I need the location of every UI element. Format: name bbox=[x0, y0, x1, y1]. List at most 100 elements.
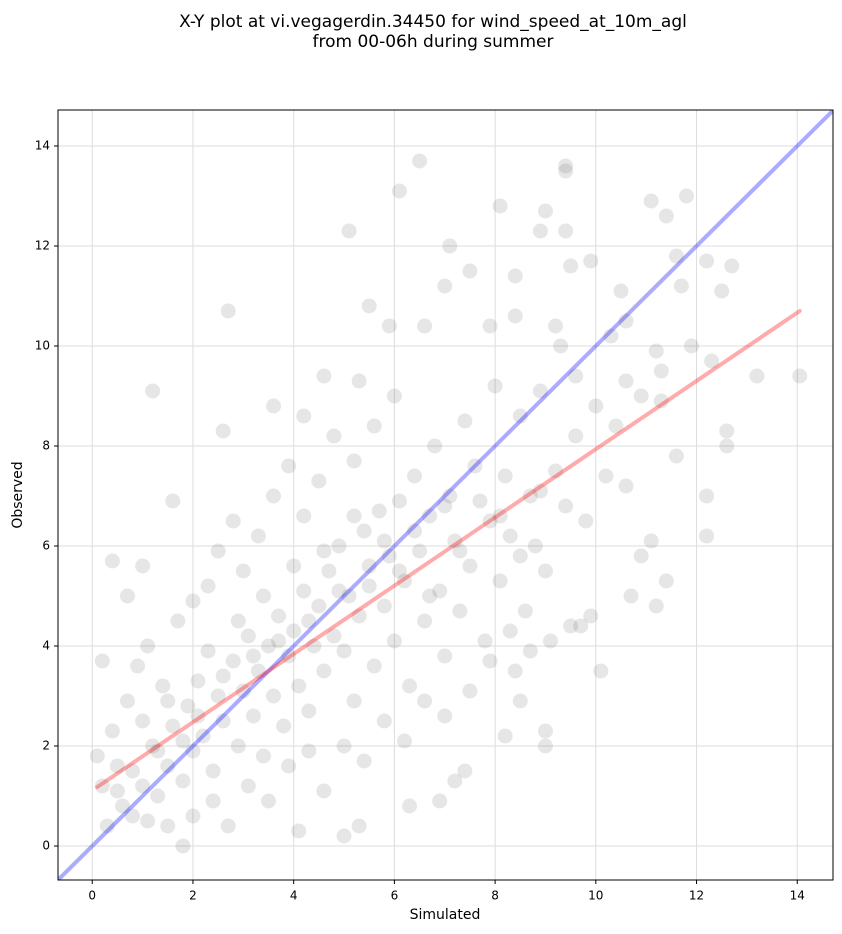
point bbox=[291, 823, 307, 839]
point bbox=[749, 368, 765, 384]
point bbox=[361, 578, 377, 594]
point bbox=[437, 278, 453, 294]
x-tick-label: 0 bbox=[88, 889, 96, 903]
point bbox=[432, 793, 448, 809]
point bbox=[316, 543, 332, 559]
point bbox=[99, 818, 115, 834]
fit-lines bbox=[58, 110, 833, 880]
point bbox=[512, 408, 528, 424]
point bbox=[724, 258, 740, 274]
point bbox=[502, 623, 518, 639]
point bbox=[296, 408, 312, 424]
point bbox=[266, 398, 282, 414]
point bbox=[255, 748, 271, 764]
point bbox=[160, 818, 176, 834]
point bbox=[537, 723, 553, 739]
point bbox=[316, 783, 332, 799]
point bbox=[699, 488, 715, 504]
point bbox=[487, 378, 503, 394]
point bbox=[341, 588, 357, 604]
point bbox=[683, 338, 699, 354]
point bbox=[391, 183, 407, 199]
point bbox=[507, 663, 523, 679]
point bbox=[271, 608, 287, 624]
point bbox=[583, 608, 599, 624]
y-tick-label: 2 bbox=[42, 739, 50, 753]
point bbox=[326, 428, 342, 444]
point bbox=[250, 528, 266, 544]
point bbox=[658, 208, 674, 224]
point bbox=[613, 283, 629, 299]
point bbox=[200, 578, 216, 594]
point bbox=[205, 793, 221, 809]
point bbox=[311, 473, 327, 489]
point bbox=[104, 553, 120, 569]
point bbox=[140, 813, 156, 829]
point bbox=[462, 683, 478, 699]
point bbox=[618, 373, 634, 389]
point bbox=[185, 593, 201, 609]
point bbox=[467, 458, 483, 474]
point bbox=[200, 643, 216, 659]
point bbox=[532, 383, 548, 399]
point bbox=[346, 453, 362, 469]
point bbox=[653, 393, 669, 409]
point bbox=[150, 743, 166, 759]
point bbox=[215, 423, 231, 439]
point bbox=[215, 668, 231, 684]
point bbox=[160, 693, 176, 709]
point bbox=[165, 718, 181, 734]
point bbox=[125, 763, 141, 779]
point bbox=[346, 693, 362, 709]
point bbox=[301, 743, 317, 759]
point bbox=[301, 703, 317, 719]
point bbox=[150, 788, 166, 804]
point bbox=[109, 758, 125, 774]
point bbox=[653, 363, 669, 379]
point bbox=[417, 613, 433, 629]
point bbox=[361, 298, 377, 314]
y-tick-label: 0 bbox=[42, 839, 50, 853]
point bbox=[457, 763, 473, 779]
point bbox=[376, 598, 392, 614]
point bbox=[522, 643, 538, 659]
point bbox=[366, 658, 382, 674]
point bbox=[497, 468, 513, 484]
point bbox=[603, 328, 619, 344]
point bbox=[462, 263, 478, 279]
point bbox=[336, 828, 352, 844]
x-tick-label: 12 bbox=[689, 889, 704, 903]
point bbox=[537, 738, 553, 754]
point bbox=[699, 253, 715, 269]
point bbox=[311, 598, 327, 614]
point bbox=[532, 223, 548, 239]
point bbox=[452, 603, 468, 619]
point bbox=[714, 283, 730, 299]
y-tick-label: 8 bbox=[42, 439, 50, 453]
point bbox=[699, 528, 715, 544]
point bbox=[381, 548, 397, 564]
point bbox=[104, 723, 120, 739]
point bbox=[548, 463, 564, 479]
point bbox=[336, 738, 352, 754]
point bbox=[230, 738, 246, 754]
point bbox=[558, 163, 574, 179]
point bbox=[135, 558, 151, 574]
point bbox=[351, 373, 367, 389]
point bbox=[371, 503, 387, 519]
point bbox=[135, 778, 151, 794]
point bbox=[563, 258, 579, 274]
point bbox=[356, 753, 372, 769]
point bbox=[477, 633, 493, 649]
point bbox=[472, 493, 488, 509]
point bbox=[175, 838, 191, 854]
point bbox=[220, 818, 236, 834]
point bbox=[210, 688, 226, 704]
point bbox=[260, 793, 276, 809]
point bbox=[260, 638, 276, 654]
point bbox=[291, 678, 307, 694]
point bbox=[568, 368, 584, 384]
point bbox=[396, 573, 412, 589]
point bbox=[135, 713, 151, 729]
